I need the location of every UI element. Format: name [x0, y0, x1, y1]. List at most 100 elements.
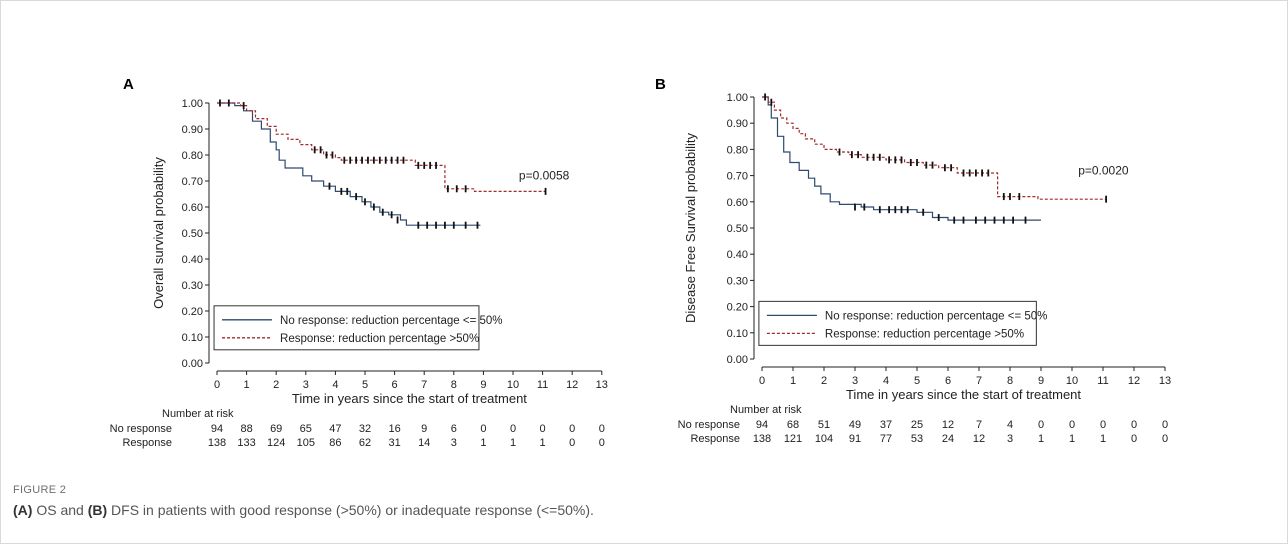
x-axis-title: Time in years since the start of treatme…: [846, 387, 1081, 402]
km-chart-b: B 0.00 0.10 0.20 0.30 0.40 0.50 0.60 0.70 0.80 0.9…: [655, 76, 1171, 445]
risk-value: 0: [480, 423, 486, 435]
y-tick-label: 0.70: [727, 171, 748, 183]
y-tick-label: 0.30: [727, 275, 748, 287]
x-tick-label: 2: [273, 379, 279, 391]
legend-label-response: Response: reduction percentage >50%: [280, 333, 479, 345]
risk-value: 86: [329, 437, 341, 449]
risk-value: 31: [388, 437, 400, 449]
risk-value: 9: [421, 423, 427, 435]
risk-table-title: Number at risk: [730, 404, 802, 416]
y-tick-label: 0.90: [182, 124, 203, 136]
caption-part-b-label: (B): [87, 502, 108, 518]
risk-value: 6: [451, 423, 457, 435]
y-tick-label: 0.00: [182, 358, 203, 370]
panel-letter: A: [123, 76, 134, 93]
y-tick-label: 0.30: [182, 280, 203, 292]
curve-no-response: [217, 102, 481, 226]
x-tick-label: 1: [244, 379, 250, 391]
x-tick-label: 8: [1007, 375, 1013, 387]
curve-response: [217, 102, 546, 192]
x-tick-label: 7: [976, 375, 982, 387]
y-tick-label: 1.00: [182, 98, 203, 110]
caption-part-a-text: OS and: [32, 502, 88, 518]
x-tick-label: 11: [1097, 375, 1108, 387]
risk-value: 0: [599, 437, 605, 449]
y-axis-title: Overall survival probability: [151, 157, 166, 309]
x-tick-label: 4: [883, 375, 889, 387]
risk-value: 0: [1100, 419, 1106, 431]
risk-value: 138: [208, 437, 226, 449]
legend-box: [213, 305, 480, 351]
y-tick-label: 0.60: [727, 197, 748, 209]
legend-box: [758, 300, 1037, 346]
risk-value: 0: [569, 423, 575, 435]
risk-value: 62: [359, 437, 371, 449]
risk-value: 0: [1038, 419, 1044, 431]
risk-row-label: Response: [122, 437, 172, 449]
risk-value: 7: [976, 419, 982, 431]
risk-value: 24: [942, 433, 954, 445]
x-tick-label: 12: [566, 379, 578, 391]
x-tick-label: 3: [303, 379, 309, 391]
y-tick-label: 0.40: [727, 249, 748, 261]
panel-b: B 0.00 0.10 0.20 0.30 0.40 0.50 0.60 0.70 0.80 0.9…: [650, 70, 1185, 470]
risk-value: 1: [1038, 433, 1044, 445]
risk-value: 104: [815, 433, 833, 445]
x-axis-title: Time in years since the start of treatme…: [292, 391, 527, 406]
y-tick-label: 0.80: [182, 150, 203, 162]
risk-value: 0: [1131, 419, 1137, 431]
risk-value: 0: [1162, 419, 1168, 431]
risk-value: 4: [1007, 419, 1013, 431]
y-tick-label: 0.90: [727, 118, 748, 130]
figure-caption: (A) OS and (B) DFS in patients with good…: [13, 502, 594, 518]
x-tick-label: 10: [507, 379, 519, 391]
y-tick-label: 0.20: [727, 302, 748, 314]
risk-value: 0: [1131, 433, 1137, 445]
x-tick-label: 4: [332, 379, 338, 391]
risk-value: 32: [359, 423, 371, 435]
risk-value: 16: [388, 423, 400, 435]
x-tick-label: 5: [362, 379, 368, 391]
risk-value: 3: [451, 437, 457, 449]
risk-value: 77: [880, 433, 892, 445]
x-tick-label: 13: [1159, 375, 1171, 387]
x-tick-label: 9: [1038, 375, 1044, 387]
risk-value: 3: [1007, 433, 1013, 445]
risk-value: 0: [569, 437, 575, 449]
risk-value: 1: [1069, 433, 1075, 445]
risk-value: 65: [300, 423, 312, 435]
risk-value: 68: [787, 419, 799, 431]
x-tick-label: 12: [1128, 375, 1140, 387]
y-tick-label: 0.50: [727, 223, 748, 235]
risk-value: 0: [510, 423, 516, 435]
risk-value: 0: [540, 423, 546, 435]
risk-value: 91: [849, 433, 861, 445]
y-tick-label: 0.60: [182, 202, 203, 214]
risk-value: 25: [911, 419, 923, 431]
x-tick-label: 1: [790, 375, 796, 387]
risk-value: 133: [237, 437, 255, 449]
x-tick-label: 11: [537, 379, 548, 391]
risk-value: 69: [270, 423, 282, 435]
y-tick-label: 0.00: [727, 354, 748, 366]
risk-value: 1: [480, 437, 486, 449]
x-tick-label: 0: [214, 379, 220, 391]
x-tick-label: 6: [392, 379, 398, 391]
risk-value: 0: [1162, 433, 1168, 445]
x-tick-label: 2: [821, 375, 827, 387]
curve-no-response: [762, 96, 1041, 221]
x-tick-label: 9: [480, 379, 486, 391]
panel-a: A 0.00 0.10 0.20 0.30 0.40 0.50 0.60 0.70 0.80 0.9…: [110, 70, 625, 470]
risk-value: 124: [267, 437, 285, 449]
x-tick-label: 8: [451, 379, 457, 391]
x-tick-label: 7: [421, 379, 427, 391]
y-tick-label: 0.10: [182, 332, 203, 344]
y-tick-label: 0.10: [727, 328, 748, 340]
risk-table-title: Number at risk: [162, 408, 234, 420]
risk-value: 49: [849, 419, 861, 431]
risk-value: 51: [818, 419, 830, 431]
risk-value: 94: [211, 423, 223, 435]
p-value: p=0.0058: [519, 169, 570, 183]
risk-value: 53: [911, 433, 923, 445]
risk-row-label: No response: [678, 419, 740, 431]
